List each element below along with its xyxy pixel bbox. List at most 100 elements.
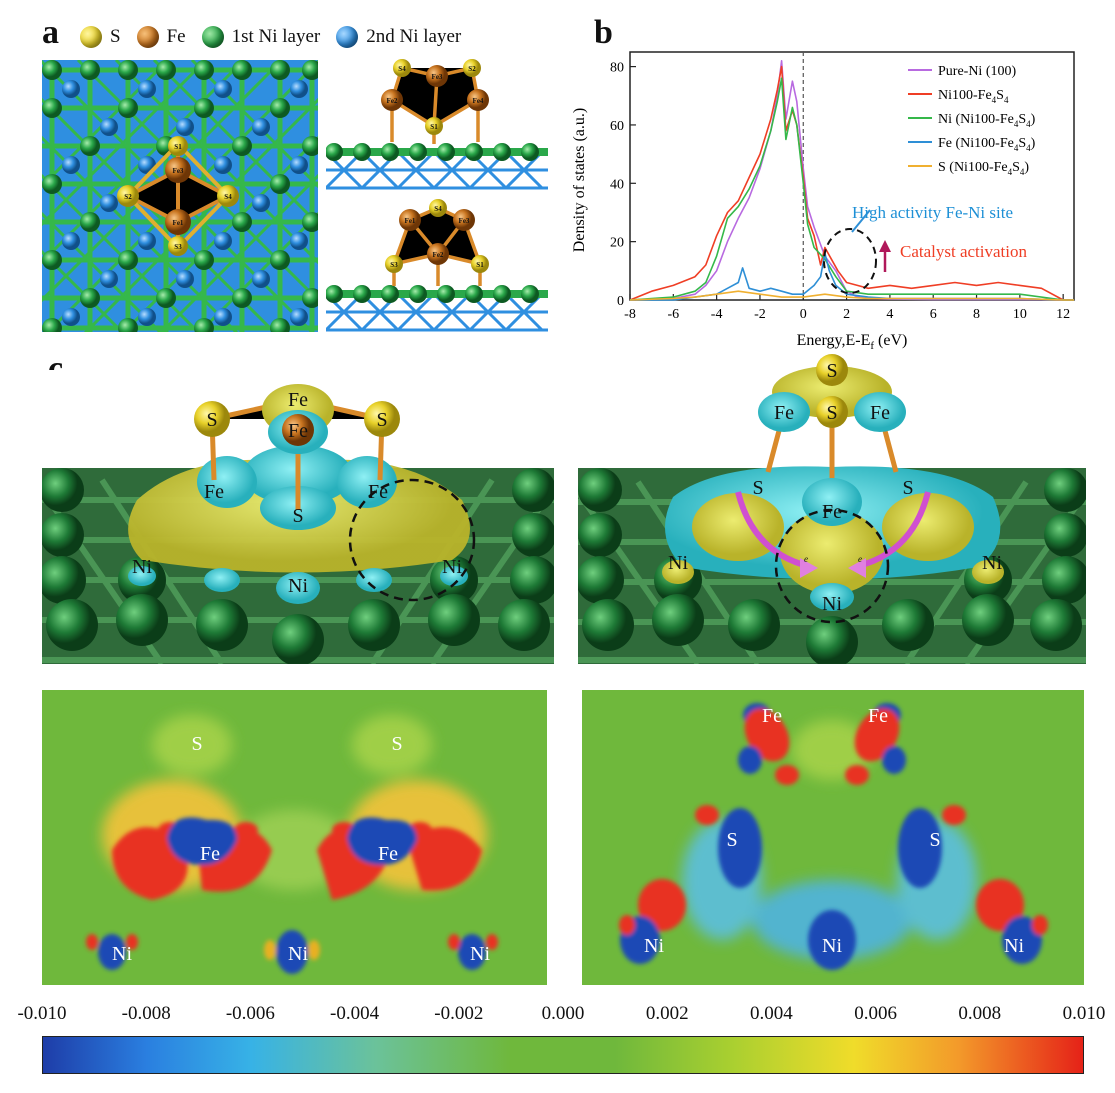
e-label-s-left: S bbox=[191, 733, 202, 755]
dos-y-tick-label: 0 bbox=[617, 294, 624, 309]
side2-label-fe2: Fe2 bbox=[433, 251, 444, 259]
d-label-ni-left: Ni bbox=[668, 552, 688, 574]
colorbar-tick-label: 0.000 bbox=[541, 1003, 585, 1024]
label-s1: S1 bbox=[174, 143, 182, 151]
d-label-ni-bottom: Ni bbox=[822, 593, 842, 615]
f-label-fe-right: Fe bbox=[868, 705, 888, 727]
colorbar-tick-label: 0.002 bbox=[645, 1003, 689, 1024]
f-label-ni-center: Ni bbox=[822, 935, 842, 957]
dos-y-tick-label: 20 bbox=[610, 236, 624, 251]
d-label-electron-left: e bbox=[804, 554, 808, 564]
dos-axes: -8 -6 -4 -2 0 2 4 6 8 10 12 0 20 40 60 80 bbox=[610, 51, 1075, 322]
e-label-ni-center: Ni bbox=[288, 943, 308, 965]
c-dashed-highlight bbox=[348, 478, 476, 602]
label-fe1: Fe1 bbox=[173, 219, 184, 227]
dos-x-axis-label-unit: (eV) bbox=[874, 332, 907, 349]
d-label-s-right: S bbox=[902, 477, 913, 499]
annotation-catalyst-activation: Catalyst activation bbox=[900, 242, 1027, 261]
d-electron-transfer-arrow-left bbox=[735, 491, 809, 569]
side2-label-s3: S3 bbox=[390, 261, 398, 269]
e-label-s-right: S bbox=[391, 733, 402, 755]
d-label-s-mid: S bbox=[826, 402, 837, 424]
fe1-atom bbox=[165, 209, 191, 235]
d-label-ni-right: Ni bbox=[982, 552, 1002, 574]
s1-atom bbox=[168, 136, 188, 156]
side1-label-s2: S2 bbox=[468, 65, 476, 73]
legend-label-s: S bbox=[110, 26, 121, 47]
side1-label-fe2: Fe2 bbox=[387, 97, 398, 105]
side1-label-fe3: Fe3 bbox=[432, 73, 443, 81]
e-label-fe-left: Fe bbox=[200, 843, 220, 865]
side1-label-fe4: Fe4 bbox=[473, 97, 484, 105]
panel-a-legend: S Fe 1st Ni layer 2nd Ni layer bbox=[80, 26, 477, 48]
panel-letter-a: a bbox=[42, 14, 59, 51]
active-site-pointer bbox=[851, 209, 871, 233]
d-electron-transfer-arrow-right bbox=[857, 491, 931, 569]
colorbar-tick-label: -0.008 bbox=[121, 1003, 171, 1024]
dos-x-tick-label: -4 bbox=[711, 307, 723, 322]
dos-x-tick-label: -2 bbox=[754, 307, 766, 322]
s3-atom bbox=[168, 236, 188, 256]
d-label-electron-right: e bbox=[858, 554, 862, 564]
active-site-ellipse bbox=[823, 228, 877, 294]
colorbar-tick-label: 0.008 bbox=[958, 1003, 1002, 1024]
fe3-atom bbox=[165, 157, 191, 183]
dos-x-tick-label: 12 bbox=[1056, 307, 1070, 322]
dos-x-tick-label: 8 bbox=[973, 307, 980, 322]
dos-plot-frame bbox=[629, 51, 1075, 301]
colorbar-tick-label: 0.010 bbox=[1062, 1003, 1106, 1024]
activation-arrow-icon bbox=[879, 240, 891, 252]
c-label-ni-bottom: Ni bbox=[288, 575, 308, 597]
legend-label-ni2: 2nd Ni layer bbox=[366, 26, 462, 47]
e-label-fe-right: Fe bbox=[378, 843, 398, 865]
f-label-ni-right: Ni bbox=[1004, 935, 1024, 957]
colorbar-tick-label: 0.006 bbox=[854, 1003, 897, 1024]
colorbar-tick-label: -0.002 bbox=[434, 1003, 484, 1024]
label-s2: S2 bbox=[124, 193, 132, 201]
legend-item-ni1: 1st Ni layer bbox=[201, 26, 320, 48]
dos-x-tick-label: 2 bbox=[843, 307, 850, 322]
panel-d-charge-density-3d: S Fe S Fe S Fe S Ni Ni Ni e e bbox=[578, 352, 1086, 664]
colorbar-tick-label: -0.006 bbox=[225, 1003, 275, 1024]
c-label-fe-left: Fe bbox=[204, 481, 224, 503]
dos-series-line-1 bbox=[629, 65, 1074, 301]
colorbar bbox=[42, 1036, 1084, 1074]
c-label-fe-right: Fe bbox=[368, 481, 388, 503]
f-label-s-left: S bbox=[726, 829, 737, 851]
dos-x-tick-label: 0 bbox=[800, 307, 807, 322]
label-s3: S3 bbox=[174, 243, 182, 251]
ni-first-layer-icon bbox=[201, 26, 224, 48]
dos-y-tick-label: 40 bbox=[610, 177, 624, 192]
dos-x-axis-label-sub: f bbox=[870, 340, 874, 350]
legend-item-ni2: 2nd Ni layer bbox=[336, 26, 461, 48]
c-label-fe-mid: Fe bbox=[288, 420, 308, 442]
c-label-ni-left: Ni bbox=[132, 556, 152, 578]
dos-legend-label-3: Fe (Ni100-Fe4S4) bbox=[938, 136, 1036, 153]
legend-item-fe: Fe bbox=[136, 26, 186, 48]
dos-y-tick-label: 60 bbox=[610, 119, 624, 134]
dos-series-lines bbox=[629, 59, 1074, 301]
panel-c-charge-density-3d: S Fe S Fe Fe S Fe Ni Ni Ni bbox=[42, 370, 554, 664]
s-atom-icon bbox=[80, 26, 102, 48]
dos-legend-label-0: Pure-Ni (100) bbox=[938, 64, 1016, 79]
d-label-fe-left: Fe bbox=[774, 402, 794, 424]
panel-a-side-view-1: S4 S2 Fe3 Fe2 S1 Fe4 bbox=[326, 59, 548, 190]
f-label-s-right: S bbox=[929, 829, 940, 851]
d-label-s-left: S bbox=[752, 477, 763, 499]
f-label-ni-left: Ni bbox=[644, 935, 664, 957]
dos-x-tick-label: 6 bbox=[930, 307, 937, 322]
panel-letter-b: b bbox=[594, 14, 613, 51]
colorbar-tick-label: 0.004 bbox=[750, 1003, 793, 1024]
c-label-ni-right: Ni bbox=[442, 556, 462, 578]
dos-x-axis-label: Energy,E-Ef (eV) bbox=[797, 332, 908, 350]
side2-label-fe1: Fe1 bbox=[405, 217, 416, 225]
side2-ni-lattice bbox=[326, 292, 548, 332]
side2-label-s1: S1 bbox=[476, 261, 484, 269]
side1-ni-lattice bbox=[326, 150, 548, 190]
d-label-fe-right: Fe bbox=[870, 402, 890, 424]
ni-second-layer-icon bbox=[336, 26, 359, 48]
dos-series-line-0 bbox=[629, 59, 1074, 301]
e-label-ni-left: Ni bbox=[112, 943, 132, 965]
colorbar-tick-label: -0.010 bbox=[17, 1003, 67, 1024]
s4-atom bbox=[217, 185, 239, 207]
